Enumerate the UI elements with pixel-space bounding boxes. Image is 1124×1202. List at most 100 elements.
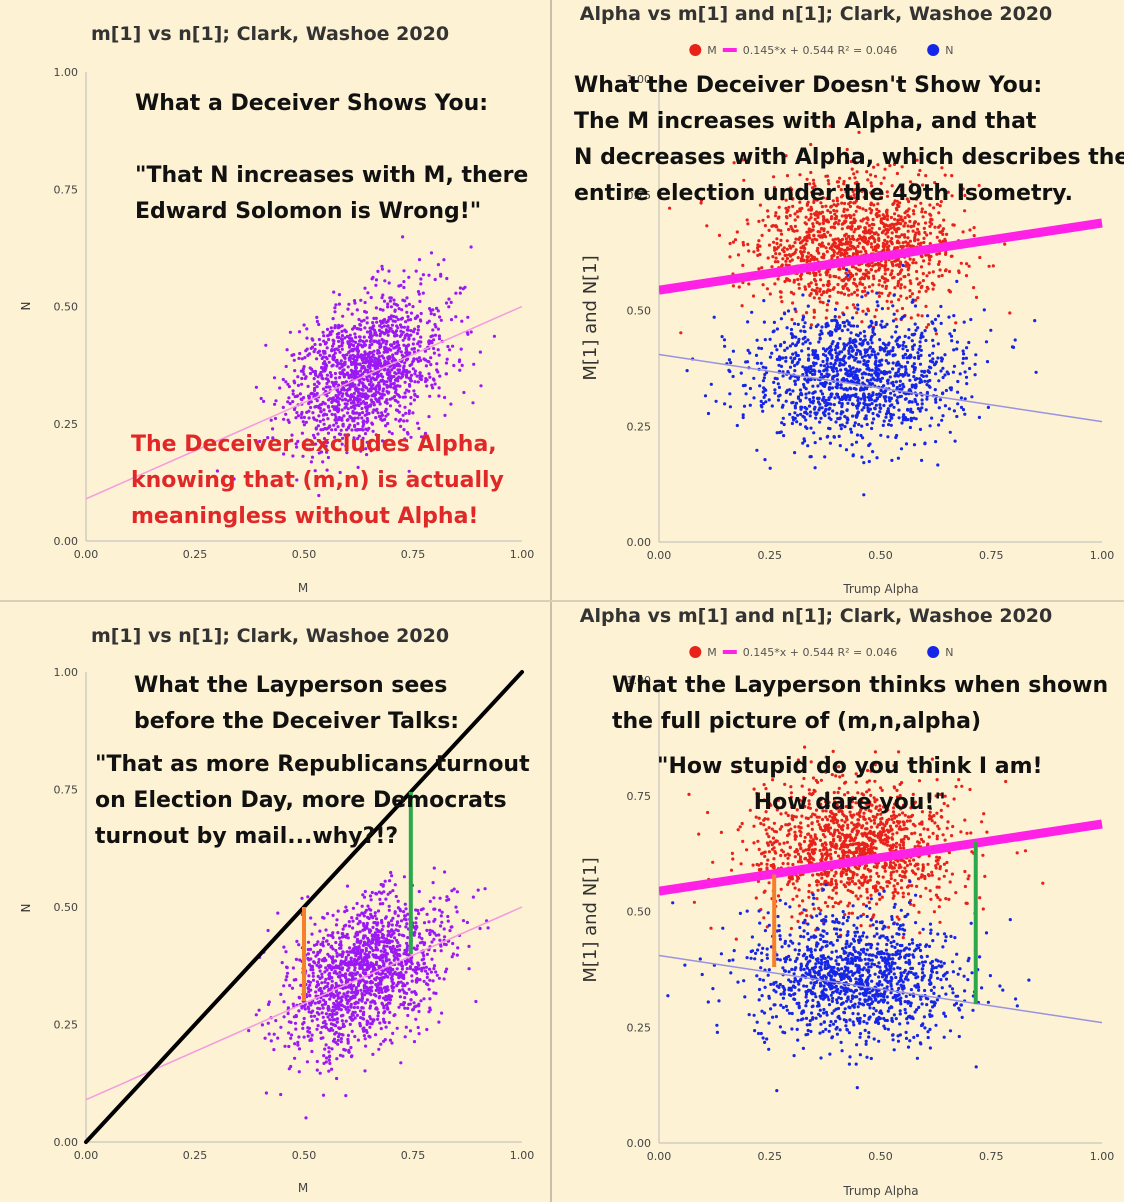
data-point: [1008, 311, 1012, 315]
data-point: [876, 163, 880, 167]
data-point: [865, 349, 869, 354]
data-point: [783, 348, 787, 352]
data-point: [337, 302, 341, 306]
data-point: [412, 337, 416, 341]
data-point: [822, 216, 826, 220]
data-point: [804, 410, 808, 414]
data-point: [333, 371, 337, 376]
data-point: [849, 370, 853, 374]
data-point: [914, 383, 918, 387]
data-point: [791, 400, 795, 405]
data-point: [375, 384, 379, 388]
data-point: [830, 254, 834, 258]
data-point: [340, 968, 344, 972]
data-point: [324, 1056, 329, 1060]
data-point: [863, 334, 867, 338]
data-point: [801, 337, 805, 341]
data-point: [934, 332, 938, 336]
data-point: [354, 369, 358, 373]
data-point: [879, 433, 883, 437]
data-point: [847, 341, 851, 345]
data-point: [404, 970, 408, 974]
y-axis-label: N: [19, 302, 33, 311]
data-point: [274, 399, 278, 403]
data-point: [325, 381, 329, 386]
data-point: [352, 439, 356, 443]
data-point: [728, 392, 732, 396]
data-point: [377, 414, 381, 418]
data-point: [821, 283, 825, 287]
data-point: [789, 193, 793, 197]
data-point: [842, 313, 846, 317]
data-point: [952, 328, 957, 332]
data-point: [360, 387, 364, 391]
data-point: [779, 364, 784, 368]
data-point: [793, 406, 797, 410]
data-point: [335, 364, 339, 368]
data-point: [871, 264, 875, 268]
data-point: [871, 450, 875, 454]
data-point: [377, 991, 381, 995]
data-point: [939, 321, 943, 325]
data-point: [835, 369, 839, 373]
data-point: [389, 305, 393, 309]
data-point: [406, 1006, 410, 1010]
data-point: [343, 360, 347, 364]
data-point: [904, 345, 908, 349]
data-point: [455, 953, 459, 957]
data-point: [878, 410, 882, 414]
data-point: [362, 1029, 366, 1033]
data-point: [880, 370, 884, 375]
data-point: [322, 422, 326, 426]
data-point: [351, 343, 355, 347]
data-point: [808, 414, 812, 418]
data-point: [910, 339, 914, 343]
data-point: [833, 348, 837, 352]
data-point: [928, 220, 932, 224]
data-point: [918, 340, 922, 344]
data-point: [334, 393, 338, 398]
data-point: [402, 419, 406, 423]
data-point: [304, 420, 308, 424]
data-point: [315, 399, 319, 403]
data-point: [735, 230, 739, 234]
data-point: [436, 348, 440, 352]
data-point: [720, 335, 724, 339]
data-point: [892, 201, 896, 205]
data-point: [914, 328, 918, 332]
data-point: [878, 190, 883, 194]
data-point: [795, 210, 799, 214]
data-point: [961, 408, 966, 412]
data-point: [287, 385, 291, 389]
data-point: [396, 341, 400, 345]
data-point: [405, 310, 409, 314]
data-point: [877, 266, 882, 270]
data-point: [780, 421, 784, 425]
data-point: [293, 381, 297, 385]
data-point: [821, 352, 826, 357]
data-point: [358, 335, 362, 339]
data-point: [938, 398, 942, 402]
data-point: [319, 428, 323, 432]
data-point: [316, 432, 320, 436]
data-point: [335, 1017, 339, 1021]
data-point: [801, 318, 805, 322]
data-point: [851, 366, 855, 370]
data-point: [886, 214, 890, 218]
legend-label: N: [945, 44, 953, 57]
data-point: [431, 386, 435, 390]
data-point: [404, 345, 409, 349]
data-point: [856, 244, 860, 248]
data-point: [384, 957, 388, 961]
data-point: [380, 264, 384, 268]
data-point: [458, 358, 462, 362]
data-point: [393, 398, 397, 402]
data-point: [337, 402, 341, 407]
data-point: [833, 241, 837, 245]
data-point: [955, 279, 959, 283]
data-point: [438, 908, 442, 912]
data-point: [330, 364, 334, 368]
data-point: [330, 412, 334, 416]
data-point: [798, 388, 803, 392]
data-point: [909, 316, 913, 320]
